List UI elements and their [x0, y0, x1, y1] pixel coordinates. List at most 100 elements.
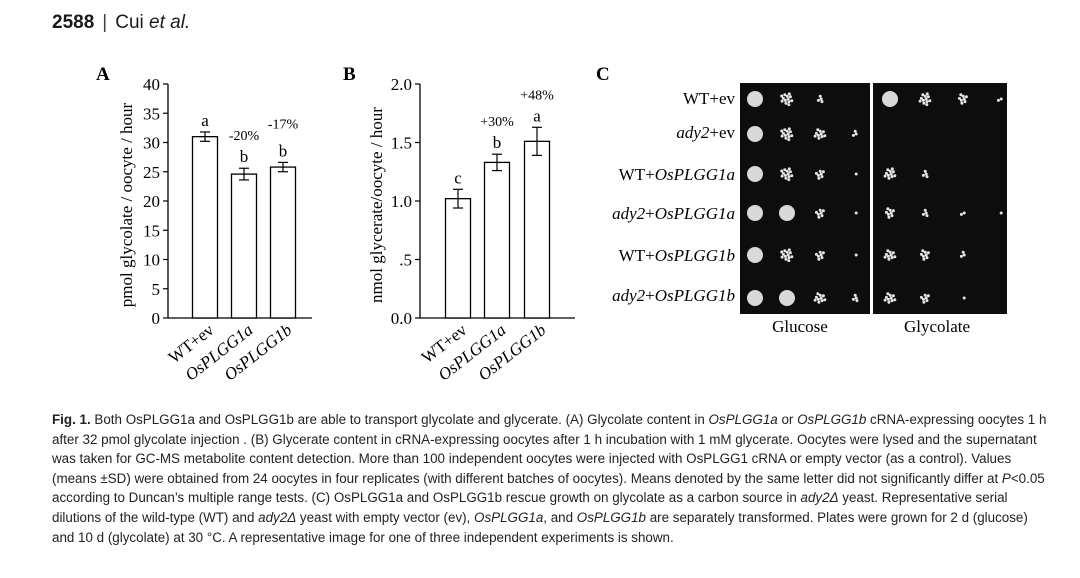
strain-label: WT+OsPLGG1b	[619, 246, 735, 265]
colony-spot	[887, 257, 891, 261]
colony-spot	[819, 296, 823, 300]
colony-spot	[788, 251, 792, 255]
colony-spot	[854, 172, 858, 176]
caption-italic: OsPLGG1b	[576, 509, 646, 525]
bar	[523, 140, 551, 319]
colony-spot	[922, 257, 926, 261]
significance-letter: a	[533, 106, 541, 125]
colony-spot	[785, 250, 789, 254]
colony-spot	[785, 129, 789, 133]
colony-spot	[790, 255, 794, 259]
colony-spot	[926, 251, 930, 255]
colony-spot	[817, 257, 821, 261]
colony-spot	[962, 296, 966, 300]
colony-spot	[787, 135, 791, 139]
percent-label: -17%	[268, 117, 299, 132]
colony-spot	[818, 94, 822, 98]
colony-spot	[787, 127, 791, 131]
caption-italic: OsPLGG1a	[708, 412, 778, 427]
strain-label: ady2+OsPLGG1a	[612, 204, 735, 223]
colony-spot	[925, 299, 929, 303]
colony-spot	[823, 298, 827, 302]
colony-spot	[921, 249, 925, 253]
strain-label-part: WT+ev	[683, 89, 736, 108]
colony-spot	[821, 251, 825, 255]
colony-spot	[889, 296, 893, 300]
colony-spot	[919, 96, 923, 100]
colony-spot	[923, 293, 927, 297]
colony-spot	[959, 212, 963, 216]
colony-spot	[814, 295, 818, 299]
panel-b: B nmol glycerate/oocyte / hour 0.0 .5 1.0 1…	[343, 64, 575, 385]
bar	[444, 198, 472, 319]
colony-spot	[999, 97, 1003, 101]
colony-spot	[884, 171, 888, 175]
colony-spot	[882, 91, 898, 107]
caption-text: or	[777, 412, 798, 427]
colony-spot	[889, 211, 893, 215]
strain-label-part: +	[645, 204, 655, 223]
colony-spot	[787, 138, 791, 142]
plate-glycolate	[873, 83, 1007, 314]
colony-spot	[854, 211, 858, 215]
colony-spot	[813, 298, 817, 302]
colony-spot	[888, 250, 892, 254]
bar	[483, 161, 511, 319]
caption-fig-label: Fig. 1.	[52, 412, 91, 427]
colony-spot	[788, 95, 792, 99]
header-author: Cui	[115, 12, 150, 33]
colony-spot	[925, 256, 929, 260]
colony-spot	[820, 214, 824, 218]
colony-spot	[853, 129, 857, 133]
caption-italic: ady2Δ	[800, 490, 839, 506]
colony-spot	[785, 169, 789, 173]
y-tick-label: 0.0	[391, 309, 412, 328]
colony-spot	[923, 169, 927, 173]
caption-text: cRNA-expressing oocytes 1 h after 32 pmo…	[52, 412, 1047, 486]
colony-spot	[853, 293, 857, 297]
caption-text: <0.05 according to Duncan’s multiple ran…	[52, 470, 1045, 506]
colony-spot	[886, 292, 890, 296]
colony-spot	[786, 97, 790, 101]
colony-spot	[780, 169, 784, 173]
colony-spot	[924, 97, 928, 101]
colony-spot	[820, 135, 824, 139]
colony-spot	[779, 290, 795, 306]
strain-label-part: ady2	[676, 123, 710, 142]
colony-spot	[817, 215, 821, 219]
colony-spot	[821, 294, 825, 298]
colony-spot	[884, 210, 888, 214]
colony-spot	[886, 168, 890, 172]
colony-spot	[888, 169, 892, 173]
colony-spot	[851, 133, 855, 137]
colony-spot	[999, 211, 1003, 215]
panel-b-ylabel: nmol glycerate/oocyte / hour	[367, 107, 386, 303]
colony-spot	[814, 171, 818, 175]
strain-label-part: +	[645, 286, 655, 305]
y-tick-label: 35	[143, 104, 160, 123]
colony-spot	[923, 208, 927, 212]
colony-spot	[887, 300, 891, 304]
colony-spot	[886, 212, 890, 216]
colony-spot	[959, 254, 963, 258]
colony-spot	[893, 255, 897, 259]
colony-spot	[921, 254, 925, 258]
colony-spot	[855, 299, 859, 303]
strain-label-part: ady2	[612, 204, 646, 223]
colony-spot	[925, 175, 929, 179]
page-header: 2588 | Cui et al.	[52, 12, 190, 34]
strain-label-part: OsPLGG1a	[655, 165, 735, 184]
colony-spot	[787, 92, 791, 96]
colony-spot	[781, 131, 785, 135]
y-tick-label: 10	[143, 251, 160, 270]
colony-spot	[788, 170, 792, 174]
bar	[269, 166, 297, 319]
colony-spot	[790, 99, 794, 103]
colony-spot	[820, 100, 824, 104]
colony-spot	[823, 134, 827, 138]
colony-spot	[918, 99, 922, 103]
caption-text: yeast with empty vector (ev),	[296, 509, 475, 525]
colony-spot	[854, 296, 858, 300]
y-tick-label: 20	[143, 192, 160, 211]
colony-spot	[854, 253, 858, 257]
